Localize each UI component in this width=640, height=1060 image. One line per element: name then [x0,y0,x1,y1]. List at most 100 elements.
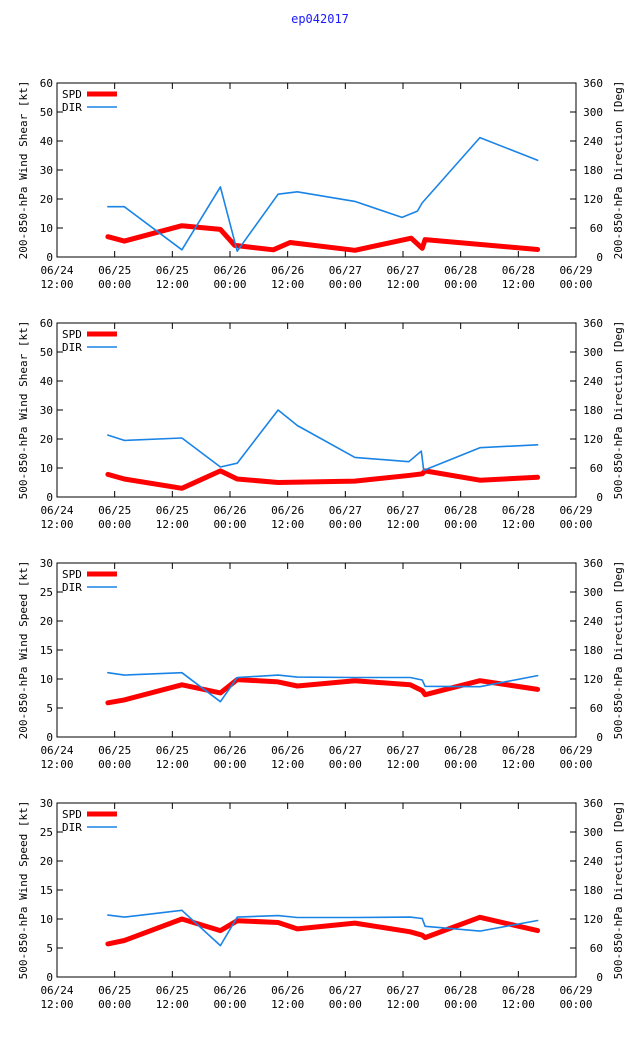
y-axis-label: 200-850-hPa Wind Shear [kt] [17,81,30,260]
y-axis-label: 200-850-hPa Wind Speed [kt] [17,561,30,740]
y2-tick-label: 300 [583,586,603,599]
dir-series-line [107,136,539,252]
x-tick-label-time: 00:00 [213,758,246,771]
x-tick-label-date: 06/27 [386,744,419,757]
chart-panel-3: 05101520253006012018024030036006/2412:00… [17,557,625,771]
x-tick-label-date: 06/27 [386,984,419,997]
x-tick-label-date: 06/25 [98,264,131,277]
y-tick-label: 20 [40,193,53,206]
x-tick-label-time: 12:00 [271,758,304,771]
dir-series-line [107,409,539,472]
y-tick-label: 20 [40,433,53,446]
x-tick-label-date: 06/27 [329,504,362,517]
y2-tick-label: 60 [590,702,603,715]
y2-tick-label: 120 [583,913,603,926]
spd-series-line [105,677,541,706]
y2-tick-label: 0 [596,731,603,744]
x-tick-label-time: 00:00 [559,998,592,1011]
y-tick-label: 20 [40,615,53,628]
y-tick-label: 40 [40,135,53,148]
x-tick-label-date: 06/29 [559,504,592,517]
y-tick-label: 10 [40,913,53,926]
y2-tick-label: 60 [590,462,603,475]
x-tick-label-time: 12:00 [386,998,419,1011]
plot-frame [56,322,577,498]
x-tick-label-date: 06/26 [213,504,246,517]
dir-series-line [107,671,539,703]
x-tick-label-time: 00:00 [329,518,362,531]
y-axis-label: 500-850-hPa Wind Shear [kt] [17,321,30,500]
x-tick-label-date: 06/25 [98,744,131,757]
plot-frame [56,802,577,978]
x-tick-label-time: 00:00 [98,758,131,771]
legend-label-dir: DIR [62,821,82,834]
spd-series-line [105,914,541,947]
x-tick-label-time: 12:00 [386,758,419,771]
y-axis-label: 500-850-hPa Wind Speed [kt] [17,801,30,980]
y-tick-label: 30 [40,797,53,810]
x-tick-label-time: 12:00 [386,278,419,291]
legend-label-spd: SPD [62,808,82,821]
x-tick-label-date: 06/27 [386,504,419,517]
x-tick-label-time: 00:00 [329,758,362,771]
chart-panel-4: 05101520253006012018024030036006/2412:00… [17,797,625,1011]
x-tick-label-date: 06/27 [329,744,362,757]
x-tick-label-date: 06/26 [271,984,304,997]
x-tick-label-time: 12:00 [40,278,73,291]
x-tick-label-time: 00:00 [559,518,592,531]
x-tick-label-time: 00:00 [213,998,246,1011]
plot-frame [56,562,577,738]
x-tick-label-date: 06/27 [329,984,362,997]
x-tick-label-date: 06/28 [444,504,477,517]
x-tick-label-date: 06/29 [559,264,592,277]
y2-tick-label: 360 [583,557,603,570]
x-tick-label-time: 00:00 [559,278,592,291]
page-title: ep042017 [291,12,349,26]
dir-series-line [107,909,539,947]
x-tick-label-time: 12:00 [502,278,535,291]
plot-frame [56,82,577,258]
y-tick-label: 10 [40,462,53,475]
x-tick-label-date: 06/28 [444,984,477,997]
x-tick-label-time: 00:00 [444,758,477,771]
y2-tick-label: 300 [583,106,603,119]
x-tick-label-time: 12:00 [271,998,304,1011]
y-tick-label: 5 [46,942,53,955]
x-tick-label-date: 06/24 [40,504,73,517]
y-tick-label: 50 [40,106,53,119]
x-tick-label-time: 12:00 [156,998,189,1011]
x-tick-label-date: 06/28 [502,504,535,517]
y-tick-label: 5 [46,702,53,715]
x-tick-label-time: 00:00 [98,518,131,531]
y2-tick-label: 240 [583,375,603,388]
y-tick-label: 0 [46,491,53,504]
y2-tick-label: 120 [583,433,603,446]
x-tick-label-date: 06/28 [502,744,535,757]
y2-tick-label: 240 [583,855,603,868]
y-tick-label: 30 [40,557,53,570]
y2-tick-label: 120 [583,193,603,206]
y2-tick-label: 180 [583,164,603,177]
x-tick-label-date: 06/28 [444,264,477,277]
x-tick-label-time: 12:00 [40,998,73,1011]
y2-axis-label: 500-850-hPa Direction [Deg] [612,801,625,980]
y2-tick-label: 360 [583,317,603,330]
y2-tick-label: 0 [596,971,603,984]
x-tick-label-time: 00:00 [98,278,131,291]
y2-tick-label: 360 [583,77,603,90]
x-tick-label-time: 12:00 [271,278,304,291]
y2-tick-label: 240 [583,615,603,628]
x-tick-label-date: 06/25 [156,744,189,757]
legend-label-dir: DIR [62,341,82,354]
y-tick-label: 60 [40,77,53,90]
y-tick-label: 0 [46,251,53,264]
x-tick-label-time: 00:00 [329,278,362,291]
y-tick-label: 10 [40,222,53,235]
x-tick-label-date: 06/26 [213,744,246,757]
x-tick-label-date: 06/25 [156,264,189,277]
y2-tick-label: 0 [596,491,603,504]
x-tick-label-date: 06/26 [271,264,304,277]
x-tick-label-time: 00:00 [98,998,131,1011]
y-tick-label: 15 [40,644,53,657]
y-tick-label: 10 [40,673,53,686]
